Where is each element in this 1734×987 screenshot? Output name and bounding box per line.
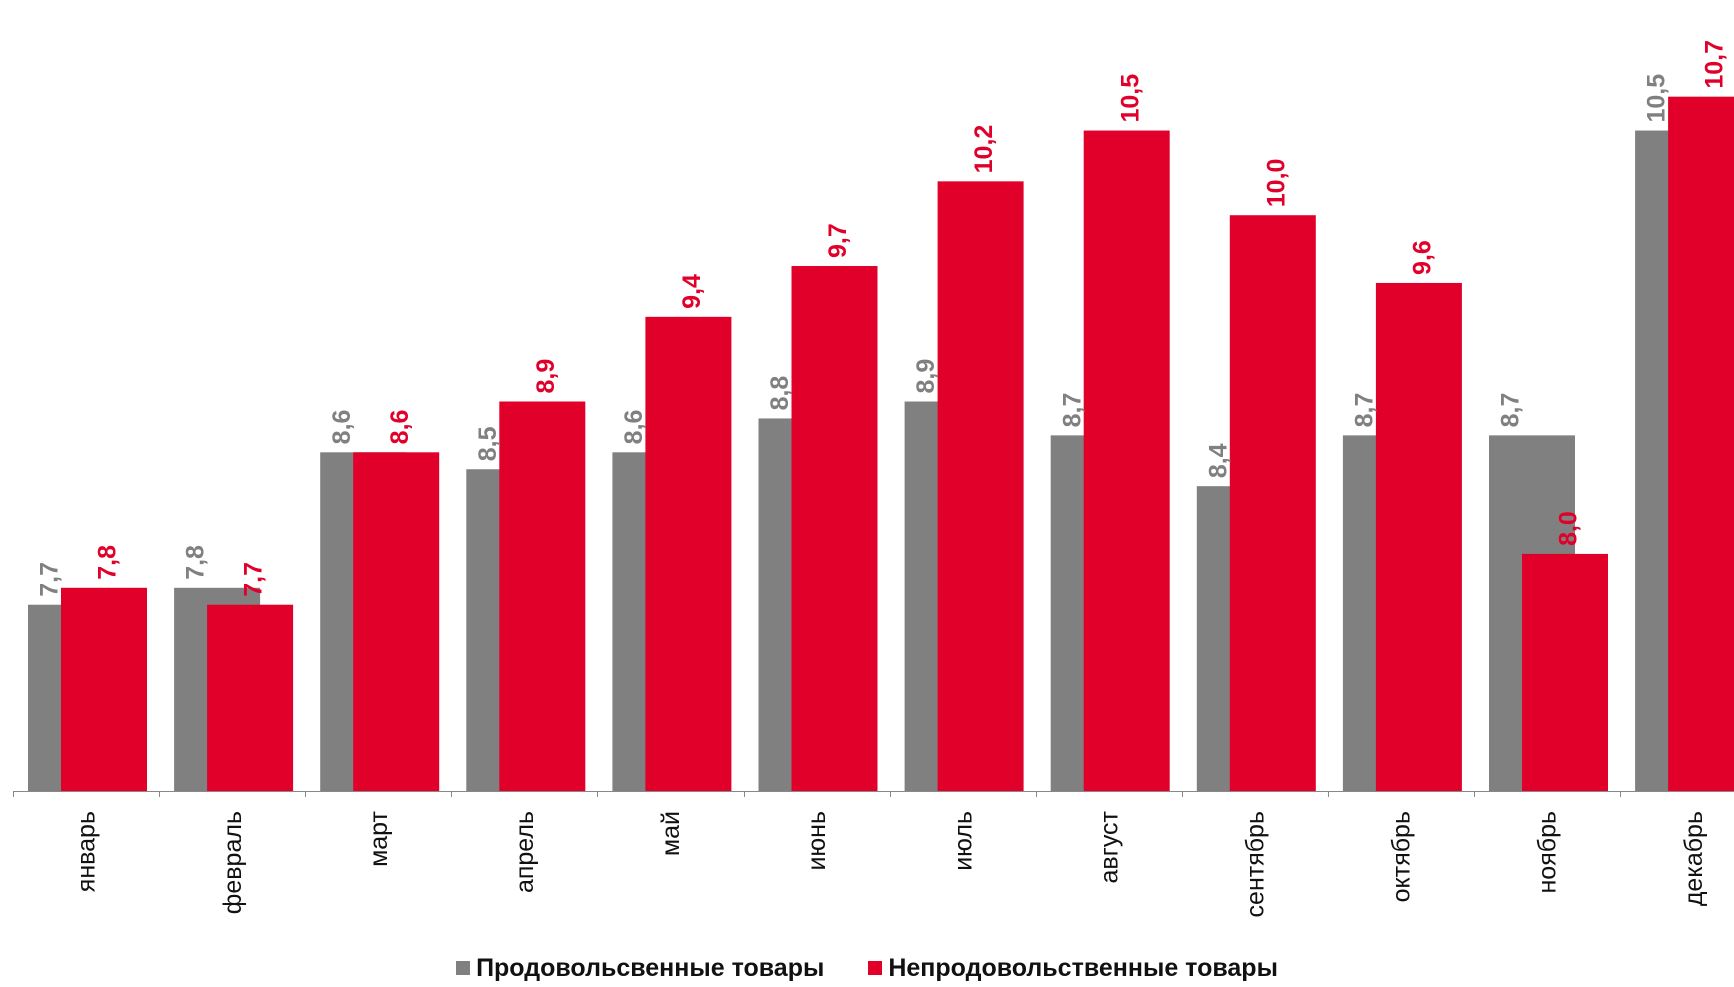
data-label-series-1-8: 10,0 [1262, 159, 1290, 208]
category-label-4: май [657, 811, 685, 856]
data-label-series-1-9: 9,6 [1409, 240, 1437, 275]
data-label-series-0-7: 8,7 [1058, 393, 1086, 428]
data-label-series-1-5: 9,7 [824, 223, 852, 258]
data-label-series-0-4: 8,6 [620, 410, 648, 445]
legend: Продовольсвенные товары Непродовольствен… [0, 950, 1734, 986]
data-label-series-1-1: 7,7 [240, 562, 268, 597]
data-label-series-1-7: 10,5 [1116, 74, 1144, 123]
data-label-series-0-3: 8,5 [474, 426, 502, 461]
bar-series-1-2 [353, 452, 440, 791]
data-label-series-1-6: 10,2 [970, 125, 998, 174]
legend-label-food: Продовольсвенные товары [476, 953, 825, 982]
category-label-0: январь [73, 811, 101, 892]
legend-swatch-nonfood [868, 961, 883, 975]
data-label-series-1-4: 9,4 [678, 274, 706, 309]
data-label-series-1-0: 7,8 [94, 545, 122, 580]
bars-group [28, 96, 1734, 792]
bar-series-1-11 [1668, 96, 1734, 792]
bar-chart-plot: 7,7 7,8 7,8 7,7 8,6 8,6 8,5 8,9 8,6 9,4 8,8 9,7 8,9 1… [13, 40, 1734, 917]
data-label-series-1-2: 8,6 [386, 410, 414, 445]
data-label-series-0-1: 7,8 [182, 545, 210, 580]
legend-item-nonfood: Непродовольственные товары [868, 954, 1278, 983]
data-label-series-0-8: 8,4 [1204, 443, 1232, 478]
category-label-9: октябрь [1388, 811, 1416, 902]
data-label-series-1-11: 10,7 [1701, 40, 1729, 89]
category-label-6: июль [949, 811, 977, 871]
legend-item-food: Продовольсвенные товары [456, 954, 824, 983]
data-labels-group: 7,7 7,8 7,8 7,7 8,6 8,6 8,5 8,9 8,6 9,4 8,8 9,7 8,9 1… [36, 40, 1729, 597]
category-labels-group: январь февраль март апрель май июнь июль август… [73, 810, 1708, 917]
data-label-series-0-0: 7,7 [36, 562, 64, 597]
bar-series-1-7 [1083, 130, 1170, 792]
bar-series-1-4 [645, 316, 732, 791]
data-label-series-0-2: 8,6 [328, 410, 356, 445]
legend-label-nonfood: Непродовольственные товары [888, 953, 1278, 982]
category-label-10: ноябрь [1534, 811, 1562, 894]
data-label-series-1-10: 8,0 [1555, 511, 1583, 546]
category-label-11: декабрь [1680, 811, 1708, 906]
data-label-series-0-9: 8,7 [1351, 393, 1379, 428]
category-label-8: сентябрь [1241, 811, 1269, 917]
category-label-7: август [1095, 810, 1123, 883]
bar-series-1-8 [1229, 215, 1316, 791]
data-label-series-0-11: 10,5 [1643, 74, 1671, 123]
category-label-2: март [365, 810, 393, 866]
data-label-series-1-3: 8,9 [532, 359, 560, 394]
data-label-series-0-10: 8,7 [1497, 393, 1525, 428]
bar-series-1-3 [499, 401, 586, 791]
bar-series-1-10 [1522, 553, 1608, 791]
category-label-3: апрель [511, 811, 539, 893]
bar-series-1-5 [791, 266, 878, 791]
legend-swatch-food [456, 961, 471, 975]
bar-series-1-1 [207, 604, 294, 791]
data-label-series-0-5: 8,8 [766, 376, 794, 411]
bar-series-1-0 [61, 587, 147, 791]
data-label-series-0-6: 8,9 [912, 359, 940, 394]
category-label-5: июнь [803, 811, 831, 871]
category-label-1: февраль [219, 811, 247, 914]
bar-series-1-9 [1375, 282, 1462, 791]
bar-series-1-6 [937, 181, 1024, 791]
axis-group [13, 791, 1734, 797]
